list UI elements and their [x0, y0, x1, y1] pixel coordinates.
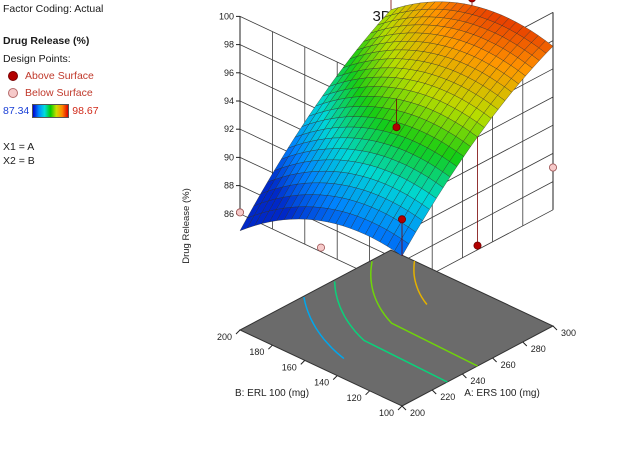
y-tick-mark — [268, 344, 273, 350]
x-tick-label: 300 — [561, 328, 576, 338]
y-tick-label: 180 — [249, 347, 264, 357]
y-tick-label: 160 — [282, 362, 297, 372]
factor-coding-label: Factor Coding: Actual — [3, 3, 104, 15]
x-tick-label: 240 — [470, 376, 485, 386]
x-tick-label: 220 — [440, 392, 455, 402]
y-tick-mark — [365, 390, 370, 396]
response-name: Drug Release (%) — [3, 35, 90, 47]
x-tick-mark — [431, 389, 437, 395]
design-point-below — [549, 163, 558, 172]
y-tick-mark — [332, 375, 338, 380]
z-tick-label: 100 — [219, 11, 234, 21]
z-tick-label: 96 — [224, 68, 234, 78]
y-tick-label: 200 — [217, 332, 232, 342]
design-point-above — [468, 0, 476, 3]
below-surface-dot-icon — [8, 88, 18, 98]
design-point-above — [473, 241, 482, 250]
below-surface-label: Below Surface — [25, 87, 93, 99]
x-tick-mark — [552, 325, 558, 331]
x-tick-mark — [522, 341, 528, 347]
x-tick-mark — [492, 357, 497, 363]
design-points-heading: Design Points: — [3, 53, 71, 65]
color-range: 87.34 98.67 — [3, 104, 103, 118]
x-tick-label: 200 — [410, 408, 425, 418]
color-range-min: 87.34 — [3, 105, 30, 117]
legend-above-surface: Above Surface — [3, 69, 103, 83]
z-tick-label: 94 — [224, 96, 234, 106]
z-tick-label: 98 — [224, 40, 234, 50]
z-tick-label: 88 — [224, 181, 234, 191]
floor-contour-line — [303, 296, 345, 360]
y-tick-label: 120 — [347, 393, 362, 403]
x-tick-label: 260 — [501, 360, 516, 370]
above-surface-dot-icon — [8, 71, 18, 81]
y-tick-label: 100 — [379, 408, 394, 418]
factor-map-x2: X2 = B — [3, 155, 35, 167]
above-surface-label: Above Surface — [25, 70, 94, 82]
y-tick-mark — [235, 329, 241, 335]
y-axis-title: B: ERL 100 (mg) — [235, 388, 309, 399]
factor-map-x1: X1 = A — [3, 141, 35, 153]
z-axis-title: Drug Release (%) — [181, 188, 192, 264]
y-tick-mark — [300, 360, 306, 365]
floor-plane — [238, 249, 555, 407]
floor-contour-line — [333, 281, 448, 383]
x-axis-title: A: ERS 100 (mg) — [464, 388, 540, 399]
x-tick-label: 280 — [531, 344, 546, 354]
y-tick-mark — [397, 405, 403, 411]
legend-panel: Factor Coding: Actual Drug Release (%) D… — [3, 2, 103, 168]
color-range-max: 98.67 — [72, 105, 99, 117]
design-point-above — [397, 215, 406, 224]
design-point-above — [392, 123, 401, 132]
z-tick-label: 86 — [224, 209, 234, 219]
x-tick-mark — [462, 373, 467, 379]
floor-contour-line — [413, 260, 428, 305]
legend-below-surface: Below Surface — [3, 86, 103, 100]
floor-contour-line — [370, 261, 478, 367]
design-point-below — [316, 243, 325, 252]
x-tick-mark — [401, 405, 407, 411]
y-tick-label: 140 — [314, 378, 329, 388]
design-point-below — [235, 208, 244, 217]
z-tick-label: 92 — [224, 124, 234, 134]
color-scale-bar — [32, 104, 70, 118]
z-tick-label: 90 — [224, 152, 234, 162]
